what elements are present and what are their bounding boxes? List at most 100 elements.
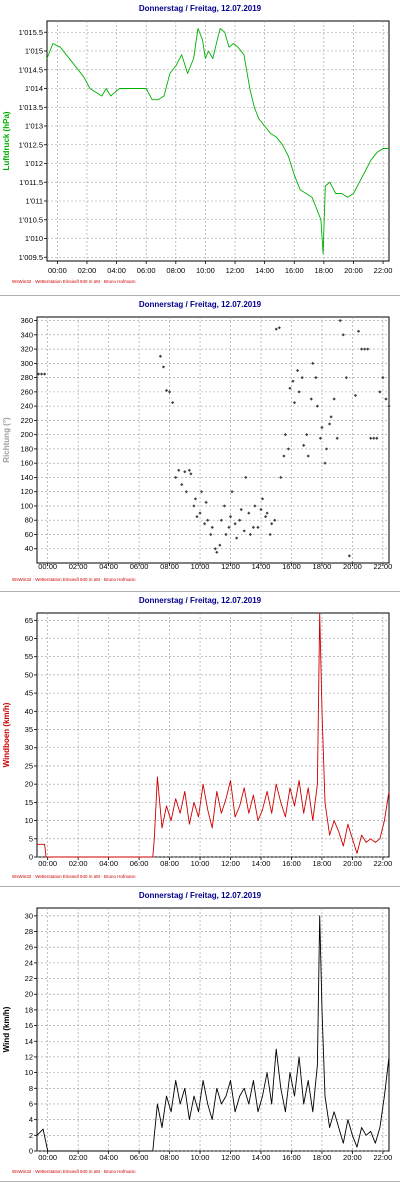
pressure-chart: Donnerstag / Freitag, 12.07.2019 00:00 02:… [2, 4, 393, 284]
y-tick-label: 1'015 [25, 47, 43, 56]
data-point [203, 522, 207, 526]
plot-frame [36, 316, 390, 564]
x-tick-label: 08:00 [160, 1153, 179, 1162]
y-tick-label: 26 [25, 943, 33, 952]
y-tick-label: 120 [20, 487, 33, 496]
y-tick-label: 1'012 [25, 159, 43, 168]
data-point [363, 347, 367, 351]
y-tick-label: 140 [20, 473, 33, 482]
x-tick-label: 22:00 [374, 562, 393, 571]
x-tick-label: 00:00 [48, 266, 67, 275]
y-tick-label: 10 [25, 816, 33, 825]
x-tick-label: 14:00 [252, 859, 271, 868]
y-tick-label: 200 [20, 430, 33, 439]
y-tick-label: 16 [25, 1021, 33, 1030]
data-point [213, 547, 217, 551]
y-tick-label: 24 [25, 958, 33, 967]
data-point [356, 329, 361, 333]
x-tick-label: 16:00 [282, 859, 301, 868]
chart-title: Donnerstag / Freitag, 12.07.2019 [139, 596, 262, 605]
x-tick-label: 06:00 [137, 266, 156, 275]
chart-panel-wind: Donnerstag / Freitag, 12.07.2019 00:00 02:… [0, 887, 400, 1182]
x-tick-label: 00:00 [38, 1153, 57, 1162]
y-tick-label: 15 [25, 798, 33, 807]
data-point [350, 561, 355, 565]
y-tick-label: 1'010.5 [19, 215, 43, 224]
data-point [195, 515, 199, 519]
y-tick-label: 10 [25, 1068, 33, 1077]
data-point [238, 518, 242, 522]
data-point [315, 404, 319, 408]
y-tick-label: 100 [20, 501, 33, 510]
x-tick-label: 06:00 [130, 562, 149, 571]
x-tick-label: 08:00 [166, 266, 185, 275]
y-tick-label: 1'012.5 [19, 140, 43, 149]
data-point [283, 433, 287, 437]
data-point [309, 397, 313, 401]
y-tick-label: 6 [29, 1099, 33, 1108]
y-tick-label: 280 [20, 373, 33, 382]
y-axis-label: Wind (km/h) [2, 1006, 11, 1052]
y-tick-label: 1'013.5 [19, 103, 43, 112]
data-point [300, 376, 304, 380]
y-tick-label: 1'011 [25, 197, 43, 206]
y-tick-label: 45 [25, 689, 33, 698]
x-tick-label: 06:00 [130, 859, 149, 868]
x-tick-label: 04:00 [99, 1153, 118, 1162]
data-point [387, 404, 391, 408]
y-tick-label: 25 [25, 761, 33, 770]
data-point [320, 425, 324, 430]
x-tick-label: 10:00 [196, 266, 215, 275]
x-tick-label: 22:00 [374, 266, 393, 275]
y-tick-label: 30 [25, 911, 33, 920]
x-tick-label: 00:00 [38, 859, 57, 868]
y-tick-label: 340 [20, 330, 33, 339]
x-tick-label: 04:00 [107, 266, 126, 275]
y-tick-label: 22 [25, 974, 33, 983]
data-point [171, 400, 175, 405]
x-tick-label: 02:00 [69, 859, 88, 868]
y-tick-label: 60 [25, 634, 33, 643]
data-point [164, 388, 169, 393]
y-tick-label: 20 [25, 780, 33, 789]
wind-gust-chart: Donnerstag / Freitag, 12.07.2019 00:00 02:… [2, 596, 392, 879]
x-tick-label: 20:00 [343, 1153, 362, 1162]
chart-title: Donnerstag / Freitag, 12.07.2019 [139, 891, 262, 900]
x-tick-label: 20:00 [344, 266, 363, 275]
x-tick-label: 02:00 [69, 562, 88, 571]
x-tick-label: 08:00 [160, 859, 179, 868]
credit-text: WsWin32 · Wetterstation Einsiedl 940 m ü… [12, 874, 136, 879]
y-tick-label: 50 [25, 670, 33, 679]
y-tick-label: 1'009.5 [19, 253, 43, 262]
y-tick-label: 28 [25, 927, 33, 936]
y-tick-label: 80 [25, 516, 33, 525]
y-tick-label: 360 [20, 316, 33, 325]
plot-frame [46, 20, 390, 262]
data-point [305, 433, 309, 437]
y-tick-label: 8 [29, 1084, 33, 1093]
x-tick-label: 16:00 [282, 562, 301, 571]
y-axis-label: Luftdruck (hPa) [2, 111, 11, 170]
data-point [378, 390, 382, 394]
y-tick-label: 1'011.5 [19, 178, 43, 187]
x-tick-label: 18:00 [313, 859, 332, 868]
y-tick-label: 65 [25, 616, 33, 625]
credit-text: WsWin32 · Wetterstation Einsiedl 940 m ü… [12, 279, 136, 284]
chart-panel-gusts: Donnerstag / Freitag, 12.07.2019 00:00 02:… [0, 592, 400, 887]
y-tick-label: 40 [25, 544, 33, 553]
y-tick-label: 1'013 [25, 122, 43, 131]
data-point [282, 454, 286, 458]
x-tick-label: 04:00 [99, 859, 118, 868]
data-point [297, 390, 301, 394]
x-tick-label: 10:00 [191, 859, 210, 868]
data-point [219, 518, 223, 522]
x-tick-label: 14:00 [252, 1153, 271, 1162]
x-tick-label: 14:00 [255, 266, 274, 275]
chart-title: Donnerstag / Freitag, 12.07.2019 [139, 4, 262, 13]
y-tick-label: 0 [29, 853, 33, 862]
series-line [46, 28, 389, 254]
x-tick-label: 10:00 [191, 562, 210, 571]
data-point [332, 397, 336, 401]
y-tick-label: 1'014 [25, 84, 43, 93]
series-line [36, 915, 390, 1152]
